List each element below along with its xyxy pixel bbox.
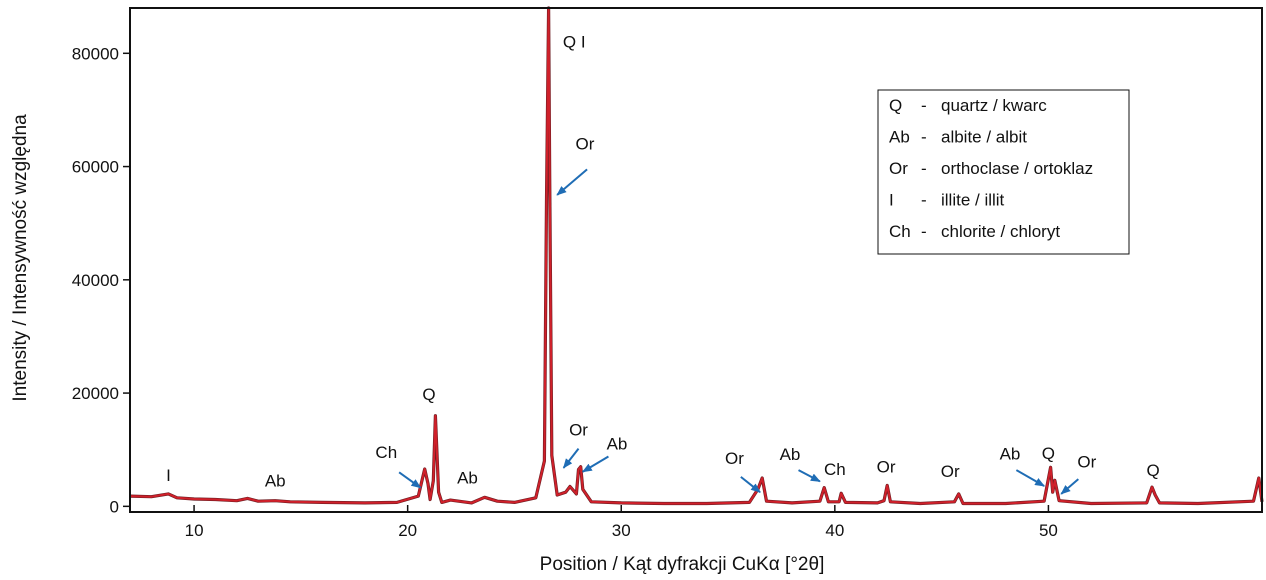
annotation-arrow [798,469,821,483]
x-tick-label: 50 [1039,521,1058,540]
peak-label: Or [569,421,588,440]
y-tick-label: 60000 [72,158,119,177]
legend-dash: - [921,128,927,147]
legend-entry: quartz / kwarc [941,96,1047,115]
y-tick-label: 40000 [72,271,119,290]
legend-entry: orthoclase / ortoklaz [941,159,1093,178]
legend-code: Or [889,159,908,178]
annotation-arrow [740,476,761,493]
peak-label: Or [1077,452,1096,471]
marks-layer [129,6,1264,506]
legend-dash: - [921,222,927,241]
annotation-arrow [562,447,580,469]
annotation-arrow [1060,478,1079,495]
peak-label: Ab [1000,444,1021,463]
x-axis-title: Position / Kąt dyfrakcji CuKα [°2θ] [540,554,825,575]
y-tick-label: 80000 [72,44,119,63]
plot-frame [129,7,1263,513]
legend-entry: chlorite / chloryt [941,222,1060,241]
peak-label: Ch [375,443,397,462]
y-tick-label: 0 [110,497,119,516]
peak-label: Q [1146,461,1159,480]
annotation-arrow [581,455,609,473]
y-axis-title: Intensity / Intensywność względna [10,114,31,402]
legend-code: Ab [889,128,910,147]
peak-label: Ab [607,435,628,454]
x-tick-label: 40 [825,521,844,540]
legend-box [877,89,1130,255]
peak-label: Q [1042,444,1055,463]
peak-label: Ab [265,472,286,491]
peak-label: Q I [563,33,586,52]
peak-label: Or [725,449,744,468]
legend-dash: - [921,159,927,178]
peak-label: Or [941,462,960,481]
legend-code: I [889,191,894,210]
peak-label: Or [575,135,594,154]
peak-label: Ch [824,460,846,479]
peak-label: I [166,466,171,485]
peak-label: Ab [780,445,801,464]
legend-code: Ch [889,222,911,241]
x-tick-label: 10 [185,521,204,540]
annotation-arrow [398,471,422,489]
legend-code: Q [889,96,902,115]
baseline-trace [129,6,1264,506]
annotation-arrow [556,168,588,196]
legend-entry: albite / albit [941,128,1027,147]
annotation-layer: I Ab Ch Q Ab Q I Or Or Ab Or Ab Ch Or Or Ab Q Or Q [166,33,1160,495]
x-tick-label: 20 [398,521,417,540]
y-tick-label: 20000 [72,384,119,403]
legend-entry: illite / illit [941,191,1005,210]
peak-label: Q [422,385,435,404]
legend-dash: - [921,191,927,210]
ticks-layer: 10 20 30 40 50 0 20000 40000 60000 80000 [72,44,1058,540]
diffraction-pattern-line [129,7,1263,505]
peak-label: Or [877,457,896,476]
annotation-arrow [1015,469,1046,487]
legend-dash: - [921,96,927,115]
x-tick-label: 30 [612,521,631,540]
peak-label: Ab [457,469,478,488]
